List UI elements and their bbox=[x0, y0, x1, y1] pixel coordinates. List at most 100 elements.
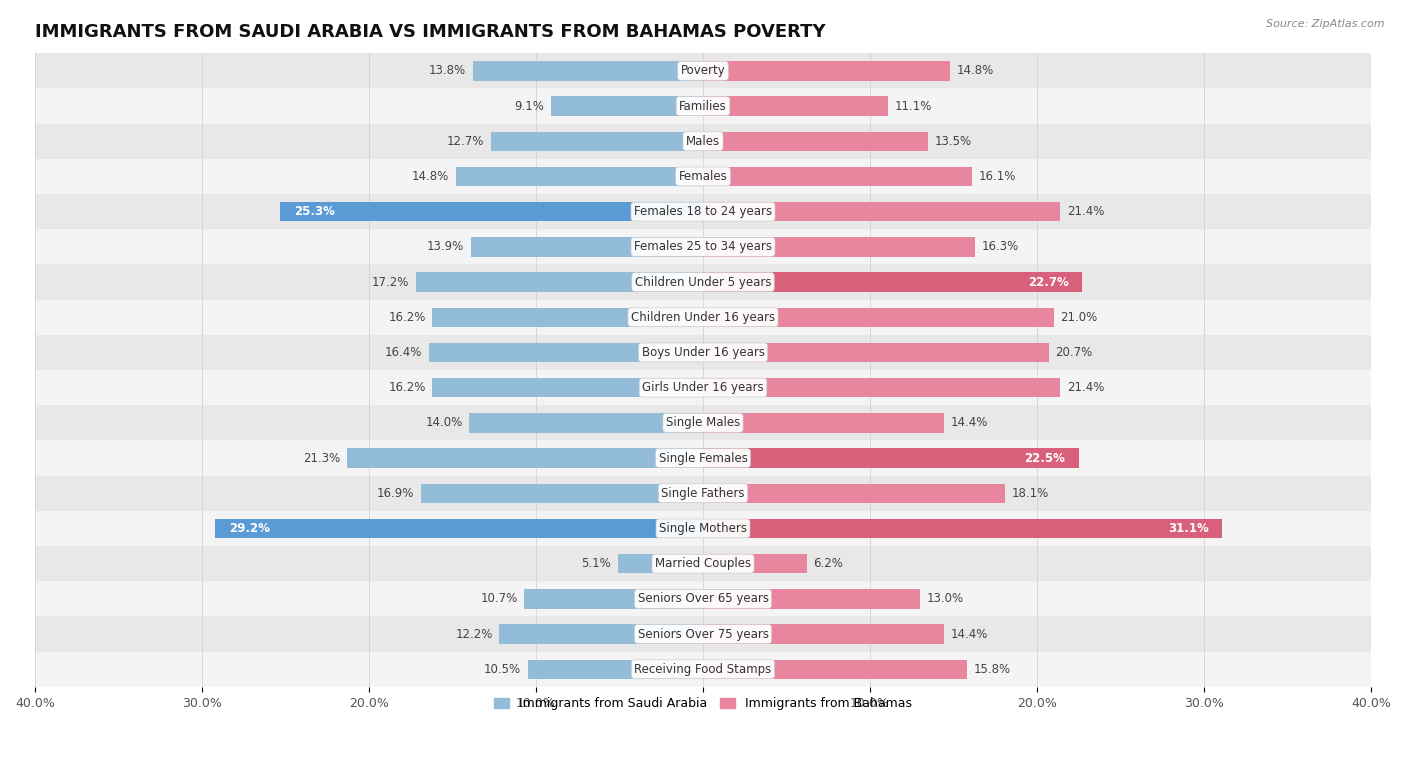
Bar bbox=[456, 167, 703, 186]
Bar bbox=[617, 554, 703, 573]
Text: Single Females: Single Females bbox=[658, 452, 748, 465]
Bar bbox=[703, 343, 1049, 362]
Text: 15.8%: 15.8% bbox=[973, 662, 1011, 675]
Bar bbox=[347, 448, 703, 468]
Text: IMMIGRANTS FROM SAUDI ARABIA VS IMMIGRANTS FROM BAHAMAS POVERTY: IMMIGRANTS FROM SAUDI ARABIA VS IMMIGRAN… bbox=[35, 23, 825, 41]
Text: Females 18 to 24 years: Females 18 to 24 years bbox=[634, 205, 772, 218]
Legend: Immigrants from Saudi Arabia, Immigrants from Bahamas: Immigrants from Saudi Arabia, Immigrants… bbox=[489, 692, 917, 716]
Text: 16.1%: 16.1% bbox=[979, 170, 1017, 183]
Bar bbox=[416, 272, 703, 292]
Bar bbox=[35, 299, 1371, 335]
Bar bbox=[35, 335, 1371, 370]
Bar bbox=[703, 308, 1053, 327]
Bar bbox=[470, 413, 703, 433]
Bar bbox=[433, 378, 703, 397]
Text: 9.1%: 9.1% bbox=[515, 99, 544, 112]
Bar bbox=[35, 546, 1371, 581]
Bar bbox=[35, 89, 1371, 124]
Text: Females: Females bbox=[679, 170, 727, 183]
Text: 12.2%: 12.2% bbox=[456, 628, 492, 641]
Bar bbox=[703, 625, 943, 644]
Bar bbox=[35, 370, 1371, 406]
Text: 25.3%: 25.3% bbox=[294, 205, 335, 218]
Text: 14.4%: 14.4% bbox=[950, 628, 987, 641]
Text: Married Couples: Married Couples bbox=[655, 557, 751, 570]
Bar bbox=[280, 202, 703, 221]
Text: Seniors Over 65 years: Seniors Over 65 years bbox=[637, 592, 769, 606]
Text: Source: ZipAtlas.com: Source: ZipAtlas.com bbox=[1267, 19, 1385, 29]
Bar bbox=[703, 448, 1078, 468]
Text: 16.4%: 16.4% bbox=[385, 346, 422, 359]
Text: 16.2%: 16.2% bbox=[388, 381, 426, 394]
Text: Seniors Over 75 years: Seniors Over 75 years bbox=[637, 628, 769, 641]
Bar bbox=[35, 581, 1371, 616]
Bar bbox=[491, 132, 703, 151]
Text: Males: Males bbox=[686, 135, 720, 148]
Bar bbox=[35, 265, 1371, 299]
Bar bbox=[420, 484, 703, 503]
Text: 14.0%: 14.0% bbox=[425, 416, 463, 429]
Text: 31.1%: 31.1% bbox=[1168, 522, 1209, 535]
Bar bbox=[703, 589, 920, 609]
Text: Females 25 to 34 years: Females 25 to 34 years bbox=[634, 240, 772, 253]
Bar bbox=[35, 475, 1371, 511]
Bar bbox=[35, 440, 1371, 475]
Bar bbox=[703, 202, 1060, 221]
Bar bbox=[703, 237, 976, 256]
Text: 22.7%: 22.7% bbox=[1028, 276, 1069, 289]
Text: 14.4%: 14.4% bbox=[950, 416, 987, 429]
Text: Families: Families bbox=[679, 99, 727, 112]
Bar bbox=[35, 159, 1371, 194]
Bar bbox=[499, 625, 703, 644]
Bar bbox=[35, 652, 1371, 687]
Bar bbox=[703, 167, 972, 186]
Text: Boys Under 16 years: Boys Under 16 years bbox=[641, 346, 765, 359]
Bar bbox=[703, 61, 950, 80]
Bar bbox=[703, 272, 1083, 292]
Text: Single Fathers: Single Fathers bbox=[661, 487, 745, 500]
Bar bbox=[471, 237, 703, 256]
Bar bbox=[35, 616, 1371, 652]
Bar bbox=[703, 413, 943, 433]
Text: Children Under 16 years: Children Under 16 years bbox=[631, 311, 775, 324]
Bar bbox=[35, 406, 1371, 440]
Text: 5.1%: 5.1% bbox=[582, 557, 612, 570]
Text: 13.0%: 13.0% bbox=[927, 592, 965, 606]
Text: Children Under 5 years: Children Under 5 years bbox=[634, 276, 772, 289]
Text: Girls Under 16 years: Girls Under 16 years bbox=[643, 381, 763, 394]
Text: 21.3%: 21.3% bbox=[304, 452, 340, 465]
Text: 20.7%: 20.7% bbox=[1056, 346, 1092, 359]
Text: 14.8%: 14.8% bbox=[412, 170, 449, 183]
Text: Receiving Food Stamps: Receiving Food Stamps bbox=[634, 662, 772, 675]
Text: Single Males: Single Males bbox=[666, 416, 740, 429]
Bar bbox=[472, 61, 703, 80]
Bar bbox=[524, 589, 703, 609]
Bar bbox=[703, 554, 807, 573]
Text: 11.1%: 11.1% bbox=[896, 99, 932, 112]
Bar bbox=[433, 308, 703, 327]
Bar bbox=[703, 518, 1222, 538]
Text: 12.7%: 12.7% bbox=[447, 135, 484, 148]
Bar bbox=[35, 511, 1371, 546]
Text: 13.8%: 13.8% bbox=[429, 64, 465, 77]
Text: Single Mothers: Single Mothers bbox=[659, 522, 747, 535]
Bar bbox=[527, 659, 703, 679]
Text: 17.2%: 17.2% bbox=[371, 276, 409, 289]
Bar bbox=[35, 229, 1371, 265]
Text: 10.7%: 10.7% bbox=[481, 592, 517, 606]
Text: 21.4%: 21.4% bbox=[1067, 381, 1105, 394]
Text: 13.5%: 13.5% bbox=[935, 135, 973, 148]
Bar bbox=[703, 484, 1005, 503]
Text: 16.2%: 16.2% bbox=[388, 311, 426, 324]
Text: 14.8%: 14.8% bbox=[957, 64, 994, 77]
Bar bbox=[35, 124, 1371, 159]
Text: 29.2%: 29.2% bbox=[229, 522, 270, 535]
Bar bbox=[215, 518, 703, 538]
Bar bbox=[703, 96, 889, 116]
Text: 16.9%: 16.9% bbox=[377, 487, 413, 500]
Text: 21.0%: 21.0% bbox=[1060, 311, 1098, 324]
Text: 13.9%: 13.9% bbox=[427, 240, 464, 253]
Bar bbox=[35, 194, 1371, 229]
Bar bbox=[703, 378, 1060, 397]
Text: 21.4%: 21.4% bbox=[1067, 205, 1105, 218]
